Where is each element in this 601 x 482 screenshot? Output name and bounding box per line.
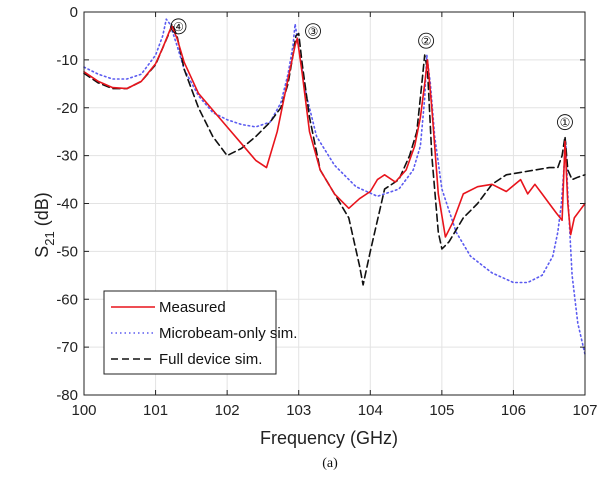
y-tick-label: -60 — [56, 291, 78, 308]
x-tick-label: 100 — [71, 402, 96, 419]
y-tick-label: -50 — [56, 243, 78, 260]
svg-text:S21 (dB): S21 (dB) — [32, 192, 57, 258]
x-tick-label: 102 — [215, 402, 240, 419]
x-tick-labels: 100 101 102 103 104 105 106 107 — [71, 402, 597, 419]
x-axis-title: Frequency (GHz) — [260, 428, 398, 448]
figure-caption: (a) — [322, 456, 338, 471]
x-tick-label: 101 — [143, 402, 168, 419]
peak-annotation: ② — [418, 32, 435, 49]
y-tick-label: -40 — [56, 196, 78, 213]
peak-annotation-circle — [418, 32, 435, 49]
tick-marks — [83, 11, 586, 396]
peak-annotation-circle — [305, 23, 321, 40]
y-axis-title: S21 (dB) — [32, 192, 57, 258]
x-tick-label: 105 — [429, 402, 454, 419]
x-tick-label: 106 — [501, 402, 526, 419]
series-line-2 — [83, 23, 586, 286]
x-tick-label: 104 — [358, 402, 383, 419]
legend-box — [103, 290, 277, 375]
peak-annotation-label: ① — [560, 116, 571, 130]
peak-annotation-circle — [170, 18, 187, 35]
y-tick-label: -30 — [56, 148, 78, 165]
peak-annotations: ④ ③ ② ① — [170, 18, 573, 131]
peak-annotation-label: ④ — [173, 20, 184, 34]
y-axis-title-subscript: 21 — [42, 231, 57, 245]
y-tick-labels: 0 -10 -20 -30 -40 -50 -60 -70 -80 — [56, 4, 78, 404]
legend-label-measured: Measured — [159, 299, 226, 316]
series-line-0 — [83, 25, 586, 238]
legend-label-full-device: Full device sim. — [159, 351, 262, 368]
peak-annotation: ④ — [170, 18, 187, 35]
peak-annotation: ③ — [305, 23, 321, 40]
peak-annotation-circle — [557, 114, 573, 131]
legend-label-microbeam: Microbeam-only sim. — [159, 325, 297, 342]
y-tick-label: -20 — [56, 100, 78, 117]
peak-annotation: ① — [557, 114, 573, 131]
y-tick-label: -10 — [56, 52, 78, 69]
peak-annotation-label: ③ — [308, 25, 319, 39]
y-tick-label: -70 — [56, 339, 78, 356]
y-tick-label: -80 — [56, 387, 78, 404]
y-axis-title-main: S — [32, 246, 52, 258]
x-tick-label: 103 — [286, 402, 311, 419]
y-tick-label: 0 — [70, 4, 78, 21]
legend: Measured Microbeam-only sim. Full device… — [103, 290, 297, 375]
y-axis-title-unit: (dB) — [32, 192, 52, 231]
peak-annotation-label: ② — [421, 34, 432, 48]
x-tick-label: 107 — [572, 402, 597, 419]
